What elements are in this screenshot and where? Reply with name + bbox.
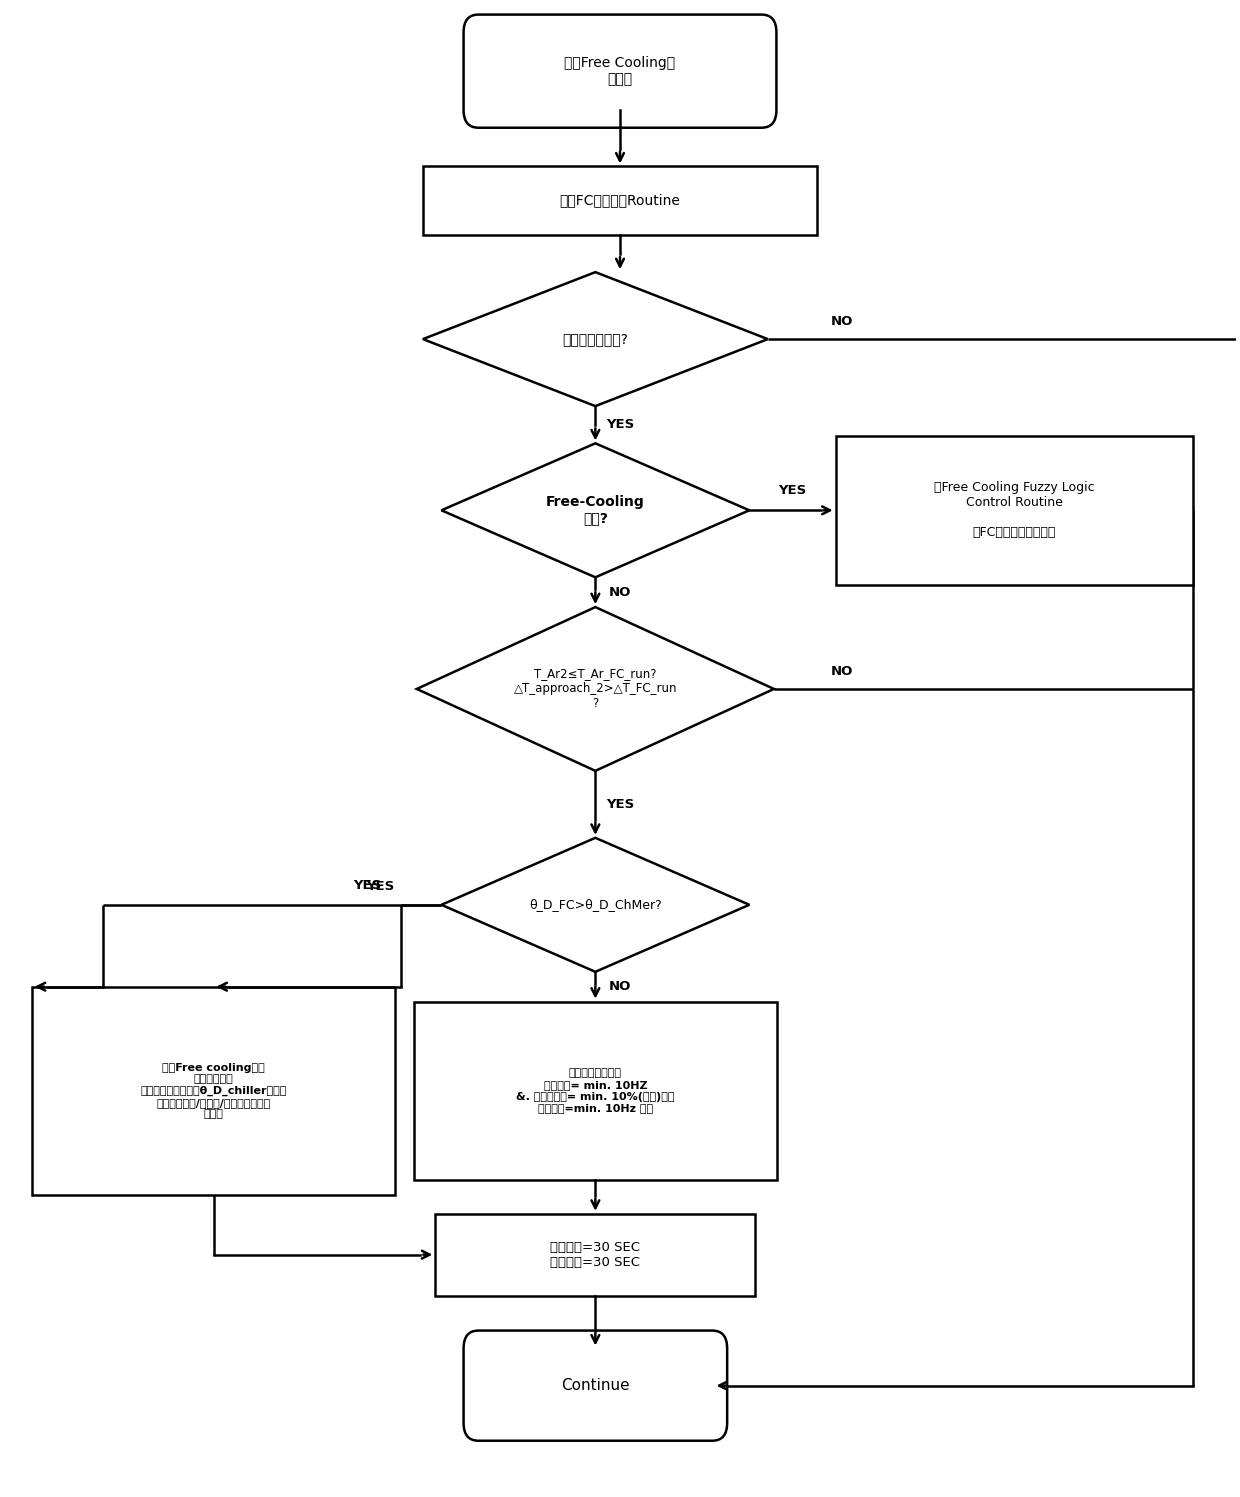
Text: 启动自然冷却盘管
风机速度= min. 10HZ
&. 线性三通阀= min. 10%(可选)或者
水泵速度=min. 10Hz 开启: 启动自然冷却盘管 风机速度= min. 10HZ &. 线性三通阀= min. … — [516, 1069, 675, 1114]
Text: 加载周期=30 SEC
卸载周期=30 SEC: 加载周期=30 SEC 卸载周期=30 SEC — [551, 1241, 640, 1268]
Text: YES: YES — [606, 418, 634, 431]
FancyBboxPatch shape — [464, 1331, 727, 1440]
Text: Free-Cooling
运行?: Free-Cooling 运行? — [546, 496, 645, 525]
Bar — [423, 166, 817, 235]
Text: YES: YES — [366, 880, 394, 894]
Text: YES: YES — [779, 485, 806, 497]
Text: Continue: Continue — [560, 1379, 630, 1394]
Text: NO: NO — [609, 585, 631, 599]
Text: θ_D_FC>θ_D_ChMer?: θ_D_FC>θ_D_ChMer? — [529, 898, 662, 912]
Text: NO: NO — [831, 314, 853, 328]
Text: NO: NO — [609, 981, 631, 993]
Bar — [836, 436, 1193, 585]
Text: 外置FC能量调节Routine: 外置FC能量调节Routine — [559, 193, 681, 208]
Polygon shape — [441, 443, 749, 578]
Text: T_Ar2≤T_Ar_FC_run?
△T_approach_2>△T_FC_run
?: T_Ar2≤T_Ar_FC_run? △T_approach_2>△T_FC_r… — [513, 668, 677, 711]
Text: YES: YES — [353, 879, 382, 892]
Polygon shape — [417, 608, 774, 771]
Polygon shape — [423, 272, 768, 406]
Bar — [32, 987, 396, 1195]
Text: 机组压缩机运行?: 机组压缩机运行? — [563, 332, 629, 346]
Text: NO: NO — [831, 665, 853, 678]
Polygon shape — [441, 838, 749, 972]
Text: 外置Free Cooling能
量调节: 外置Free Cooling能 量调节 — [564, 55, 676, 87]
Bar — [414, 1001, 777, 1180]
Text: 启动Free cooling机组
关闭冷水机组
以制冷系统的制冷量θ_D_chiller为目标
值，控制风机/三通阀/水泵的开关或运
行频率: 启动Free cooling机组 关闭冷水机组 以制冷系统的制冷量θ_D_chi… — [140, 1063, 286, 1120]
Text: 按Free Cooling Fuzzy Logic
Control Routine

按FC模糊水温控制逻辑: 按Free Cooling Fuzzy Logic Control Routin… — [934, 482, 1095, 539]
Text: YES: YES — [606, 798, 634, 811]
Bar — [435, 1214, 755, 1295]
FancyBboxPatch shape — [464, 15, 776, 127]
